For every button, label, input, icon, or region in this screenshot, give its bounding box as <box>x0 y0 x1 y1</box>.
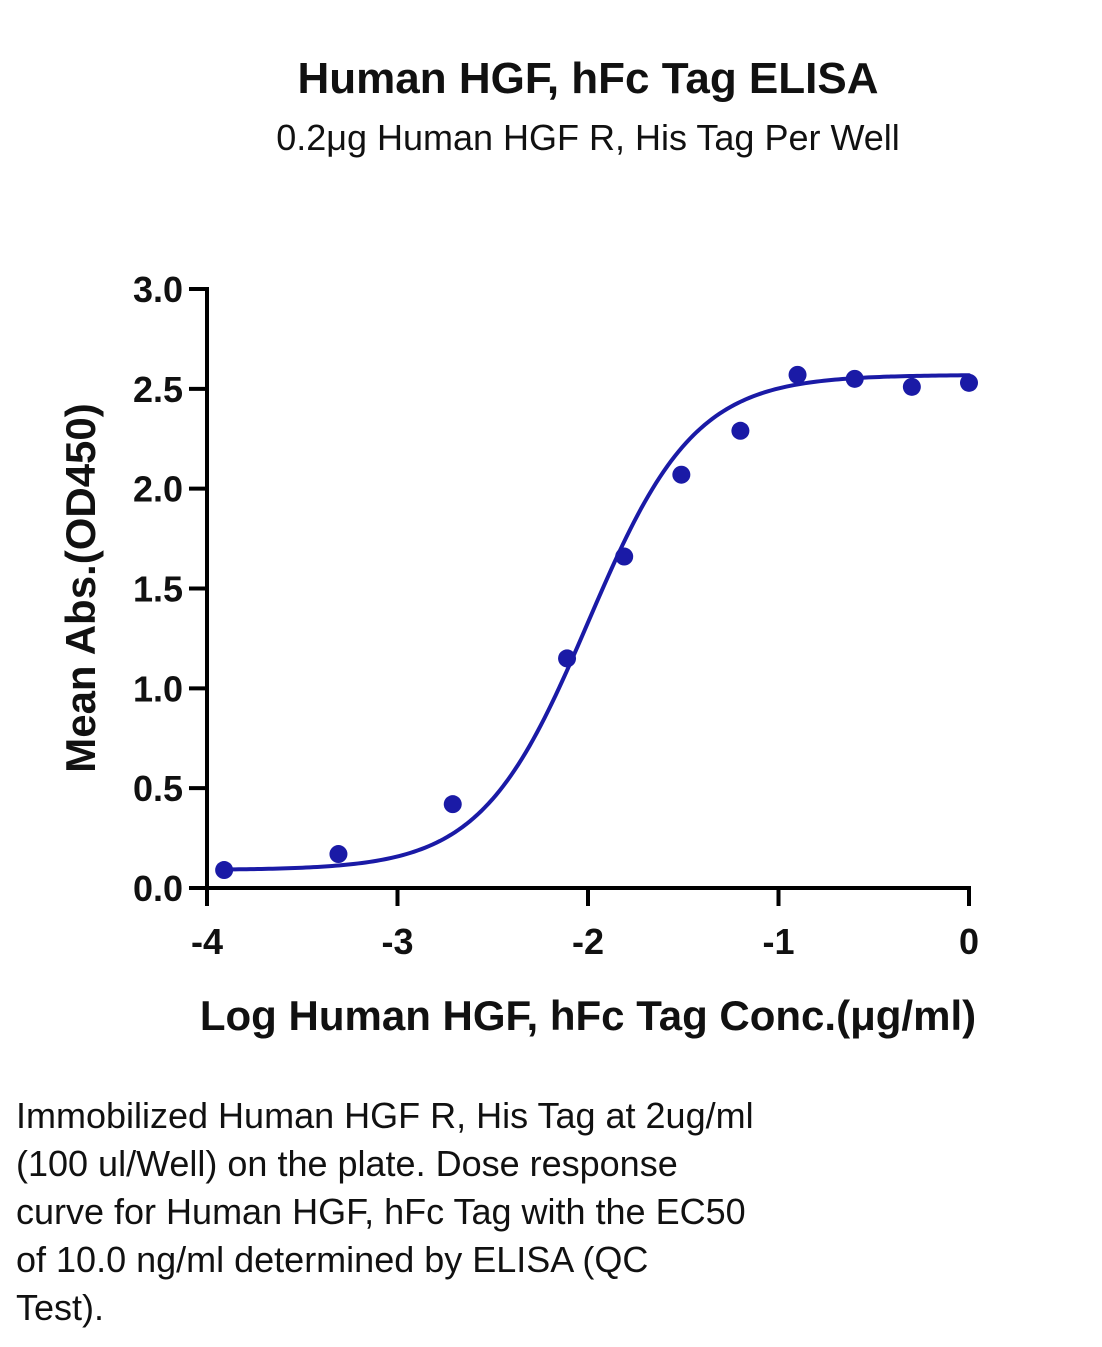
data-point <box>845 369 864 388</box>
y-tick-label: 0.0 <box>133 868 183 909</box>
y-tick-label: 1.5 <box>133 569 183 610</box>
x-tick-label: -3 <box>381 921 413 962</box>
y-tick-label: 2.5 <box>133 369 183 410</box>
x-tick-label: 0 <box>959 921 979 962</box>
caption-line: Test). <box>16 1287 105 1328</box>
data-point <box>788 365 807 384</box>
caption-line: Immobilized Human HGF R, His Tag at 2ug/… <box>16 1095 754 1136</box>
caption-line: curve for Human HGF, hFc Tag with the EC… <box>16 1191 746 1232</box>
y-tick-label: 0.5 <box>133 768 183 809</box>
caption-line: (100 ul/Well) on the plate. Dose respons… <box>16 1143 678 1184</box>
data-point <box>672 465 691 484</box>
data-point <box>558 649 577 668</box>
chart-title: Human HGF, hFc Tag ELISA <box>297 54 878 103</box>
y-tick-label: 1.0 <box>133 668 183 709</box>
fit-curve-layer <box>222 373 971 872</box>
x-axis-label: Log Human HGF, hFc Tag Conc.(μg/ml) <box>200 992 976 1039</box>
data-point <box>215 861 234 880</box>
x-tick-label: -1 <box>762 921 794 962</box>
data-point <box>960 373 978 392</box>
data-point <box>902 377 921 396</box>
data-point <box>329 845 348 864</box>
data-points-layer <box>215 365 978 880</box>
data-point <box>443 795 462 814</box>
chart-subtitle: 0.2μg Human HGF R, His Tag Per Well <box>276 117 900 158</box>
caption-line: of 10.0 ng/ml determined by ELISA (QC <box>16 1239 649 1280</box>
elisa-chart: Human HGF, hFc Tag ELISA 0.2μg Human HGF… <box>57 54 979 1039</box>
figure-caption: Immobilized Human HGF R, His Tag at 2ug/… <box>16 1092 916 1332</box>
fit-curve <box>222 373 971 872</box>
data-point <box>615 547 634 566</box>
y-tick-label: 2.0 <box>133 469 183 510</box>
axes: 0.0 0.5 1.0 1.5 2.0 2.5 3.0 -4 -3 -2 -1 0 <box>133 269 979 962</box>
data-point <box>731 421 750 440</box>
x-tick-label: -2 <box>572 921 604 962</box>
y-tick-label: 3.0 <box>133 269 183 310</box>
x-tick-label: -4 <box>191 921 223 962</box>
y-axis-label: Mean Abs.(OD450) <box>57 403 104 773</box>
